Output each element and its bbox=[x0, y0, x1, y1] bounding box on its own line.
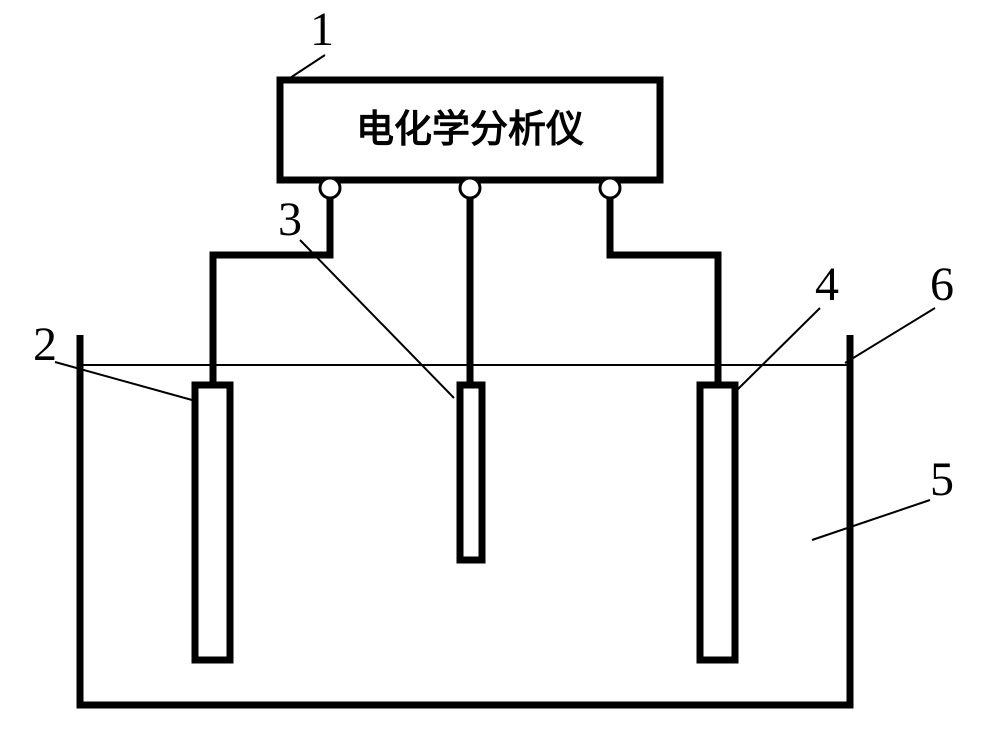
analyzer-label: 电化学分析仪 bbox=[356, 108, 584, 151]
callout-label-3: 3 bbox=[278, 193, 302, 246]
analyzer-port-1 bbox=[320, 178, 340, 198]
callout-label-4: 4 bbox=[815, 258, 839, 311]
leader-6 bbox=[845, 308, 935, 363]
analyzer-port-3 bbox=[600, 178, 620, 198]
callout-label-5: 5 bbox=[930, 453, 954, 506]
electrode-middle bbox=[460, 385, 482, 560]
leader-2 bbox=[55, 362, 192, 400]
leader-5 bbox=[812, 500, 930, 540]
wire-3 bbox=[610, 198, 718, 385]
leader-1 bbox=[290, 55, 325, 78]
callout-label-1: 1 bbox=[310, 3, 334, 56]
electrode-left bbox=[195, 385, 230, 660]
leader-3 bbox=[300, 240, 454, 398]
analyzer-port-2 bbox=[460, 178, 480, 198]
electrode-right bbox=[700, 385, 735, 660]
callout-label-6: 6 bbox=[930, 258, 954, 311]
callout-label-2: 2 bbox=[33, 318, 57, 371]
wire-1 bbox=[213, 198, 330, 385]
leader-4 bbox=[737, 308, 820, 390]
